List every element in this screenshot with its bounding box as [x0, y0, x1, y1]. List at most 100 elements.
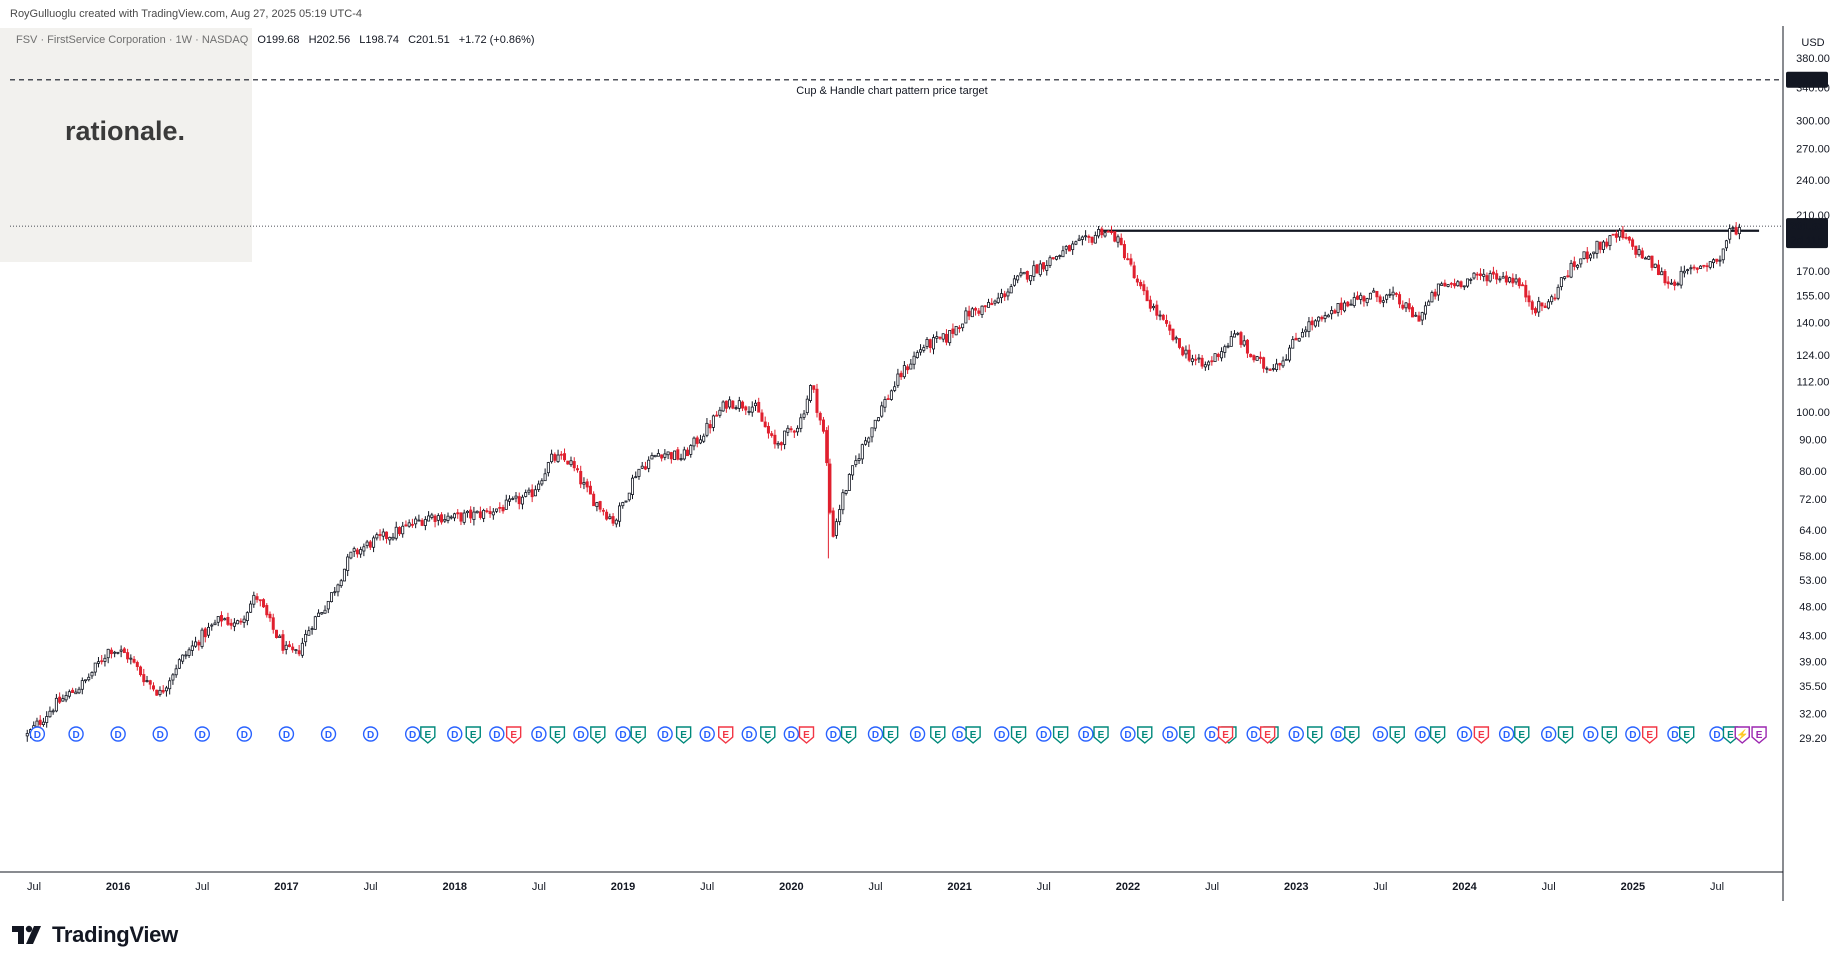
- dividend-marker[interactable]: D: [490, 727, 504, 741]
- time-tick-month[interactable]: Jul: [1205, 881, 1219, 893]
- dividend-marker[interactable]: D: [911, 727, 925, 741]
- dividend-marker[interactable]: D: [658, 727, 672, 741]
- dividend-marker[interactable]: D: [784, 727, 798, 741]
- price-tick-label[interactable]: 29.20: [1799, 733, 1827, 745]
- time-tick-year[interactable]: 2020: [779, 881, 803, 893]
- dividend-marker[interactable]: D: [1542, 727, 1556, 741]
- time-tick-year[interactable]: 2019: [611, 881, 635, 893]
- time-tick-month[interactable]: Jul: [868, 881, 882, 893]
- dividend-marker[interactable]: D: [574, 727, 588, 741]
- brand-footer[interactable]: TradingView: [12, 922, 178, 948]
- dividend-marker[interactable]: D: [1710, 727, 1724, 741]
- price-tick-label[interactable]: 35.50: [1799, 681, 1827, 693]
- time-tick-year[interactable]: 2022: [1116, 881, 1140, 893]
- price-tick-label[interactable]: 53.00: [1799, 575, 1827, 587]
- price-tick-label[interactable]: 300.00: [1796, 116, 1830, 128]
- dividend-marker[interactable]: D: [1584, 727, 1598, 741]
- dividend-marker[interactable]: D: [406, 727, 420, 741]
- dividend-marker[interactable]: D: [1247, 727, 1261, 741]
- time-axis[interactable]: Jul 2016 Jul 2017 Jul 2018 Jul 2019 Jul 2020 Jul 20…: [27, 881, 1724, 893]
- dividend-marker[interactable]: D: [1331, 727, 1345, 741]
- time-tick-year[interactable]: 2025: [1621, 881, 1645, 893]
- price-tick-label[interactable]: 270.00: [1796, 144, 1830, 156]
- price-tick-label[interactable]: 64.00: [1799, 525, 1827, 537]
- candle-body: [389, 537, 391, 540]
- candle-body: [1072, 244, 1074, 250]
- dividend-marker[interactable]: D: [1205, 727, 1219, 741]
- dividend-marker[interactable]: D: [1163, 727, 1177, 741]
- dividend-marker[interactable]: D: [322, 727, 336, 741]
- dividend-marker[interactable]: D: [1121, 727, 1135, 741]
- price-tick-label[interactable]: 43.00: [1799, 630, 1827, 642]
- price-tick-label[interactable]: 112.00: [1797, 377, 1830, 389]
- candle-body: [560, 454, 562, 455]
- dividend-marker[interactable]: D: [1037, 727, 1051, 741]
- dividend-marker[interactable]: D: [826, 727, 840, 741]
- dividend-marker[interactable]: D: [700, 727, 714, 741]
- price-tick-label[interactable]: 80.00: [1799, 466, 1827, 478]
- candle-body: [353, 549, 355, 552]
- price-tick-label[interactable]: 140.00: [1796, 318, 1830, 330]
- time-tick-month[interactable]: Jul: [700, 881, 714, 893]
- dividend-marker[interactable]: D: [1373, 727, 1387, 741]
- candle-body: [1272, 368, 1274, 369]
- dividend-marker[interactable]: D: [1458, 727, 1472, 741]
- split-marker[interactable]: ⚡: [1735, 727, 1749, 743]
- price-tick-label[interactable]: 380.00: [1796, 53, 1830, 65]
- time-tick-year[interactable]: 2024: [1452, 881, 1477, 893]
- dividend-marker[interactable]: D: [153, 727, 167, 741]
- dividend-marker[interactable]: D: [195, 727, 209, 741]
- dividend-marker[interactable]: D: [69, 727, 83, 741]
- dividend-marker[interactable]: D: [111, 727, 125, 741]
- price-tick-label[interactable]: 240.00: [1796, 175, 1830, 187]
- price-tick-label[interactable]: 100.00: [1796, 407, 1830, 419]
- dividend-marker[interactable]: D: [869, 727, 883, 741]
- price-tick-label[interactable]: 90.00: [1799, 435, 1827, 447]
- earnings-marker-letter: E: [1434, 730, 1441, 741]
- dividend-marker[interactable]: D: [1079, 727, 1093, 741]
- time-tick-year[interactable]: 2018: [443, 881, 467, 893]
- candle-body: [457, 513, 459, 514]
- dividend-marker[interactable]: D: [237, 727, 251, 741]
- dividend-marker[interactable]: D: [1500, 727, 1514, 741]
- candle-body: [745, 407, 747, 410]
- chart-svg[interactable]: rationale. FSV · FirstService Corporatio…: [0, 26, 1835, 901]
- price-tick-label[interactable]: 124.00: [1796, 350, 1830, 362]
- dividend-marker[interactable]: D: [448, 727, 462, 741]
- dividend-marker[interactable]: D: [1415, 727, 1429, 741]
- time-tick-year[interactable]: 2017: [274, 881, 298, 893]
- dividend-marker[interactable]: D: [742, 727, 756, 741]
- time-tick-year[interactable]: 2016: [106, 881, 130, 893]
- price-tick-label[interactable]: 58.00: [1799, 551, 1827, 563]
- time-tick-month[interactable]: Jul: [27, 881, 41, 893]
- price-tick-label[interactable]: 39.00: [1799, 656, 1827, 668]
- price-tick-label[interactable]: 72.00: [1799, 494, 1827, 506]
- time-tick-month[interactable]: Jul: [532, 881, 546, 893]
- time-tick-month[interactable]: Jul: [1373, 881, 1387, 893]
- dividend-marker[interactable]: D: [364, 727, 378, 741]
- time-tick-month[interactable]: Jul: [364, 881, 378, 893]
- time-tick-year[interactable]: 2021: [947, 881, 971, 893]
- candle-body: [1515, 279, 1517, 282]
- chart-frame[interactable]: rationale. FSV · FirstService Corporatio…: [0, 26, 1835, 901]
- dividend-marker[interactable]: D: [616, 727, 630, 741]
- time-tick-month[interactable]: Jul: [1037, 881, 1051, 893]
- dividend-marker[interactable]: D: [1289, 727, 1303, 741]
- dividend-marker[interactable]: D: [1626, 727, 1640, 741]
- dividend-marker[interactable]: D: [532, 727, 546, 741]
- candle-body: [220, 615, 222, 621]
- time-tick-year[interactable]: 2023: [1284, 881, 1308, 893]
- price-tick-label[interactable]: 170.00: [1796, 266, 1830, 278]
- time-tick-month[interactable]: Jul: [1710, 881, 1724, 893]
- candle-body: [1463, 286, 1465, 287]
- dividend-marker[interactable]: D: [30, 727, 44, 741]
- time-tick-month[interactable]: Jul: [1542, 881, 1556, 893]
- dividend-marker[interactable]: D: [995, 727, 1009, 741]
- price-tick-label[interactable]: 32.00: [1799, 709, 1827, 721]
- price-tick-label[interactable]: 48.00: [1799, 601, 1827, 613]
- currency-label[interactable]: USD: [1801, 37, 1824, 49]
- time-tick-month[interactable]: Jul: [195, 881, 209, 893]
- dividend-marker[interactable]: D: [953, 727, 967, 741]
- price-tick-label[interactable]: 155.00: [1796, 291, 1830, 303]
- dividend-marker[interactable]: D: [279, 727, 293, 741]
